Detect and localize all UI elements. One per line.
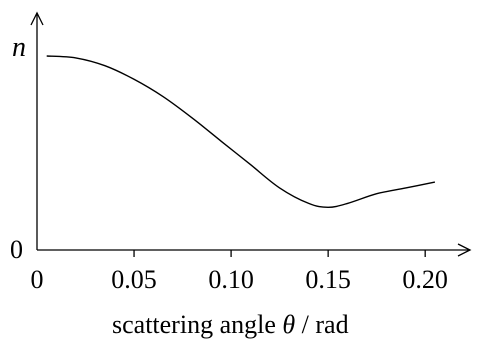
x-tick-label: 0 — [31, 265, 44, 294]
x-axis-label: scattering angle θ / rad — [112, 310, 349, 339]
x-tick-label: 0.15 — [305, 265, 351, 294]
x-axis-label-prefix: scattering angle — [112, 310, 276, 339]
x-tick-label: 0.10 — [208, 265, 254, 294]
x-tick-label: 0.20 — [402, 265, 448, 294]
theta-symbol: θ — [282, 310, 295, 339]
y-axis-label: n — [12, 32, 26, 63]
x-tick-labels: 0 0.05 0.10 0.15 0.20 — [31, 265, 448, 294]
x-ticks — [134, 250, 425, 257]
x-tick-label: 0.05 — [111, 265, 157, 294]
x-axis-label-suffix: / rad — [302, 310, 349, 339]
series-line — [47, 56, 435, 207]
y-origin-label: 0 — [10, 235, 23, 264]
